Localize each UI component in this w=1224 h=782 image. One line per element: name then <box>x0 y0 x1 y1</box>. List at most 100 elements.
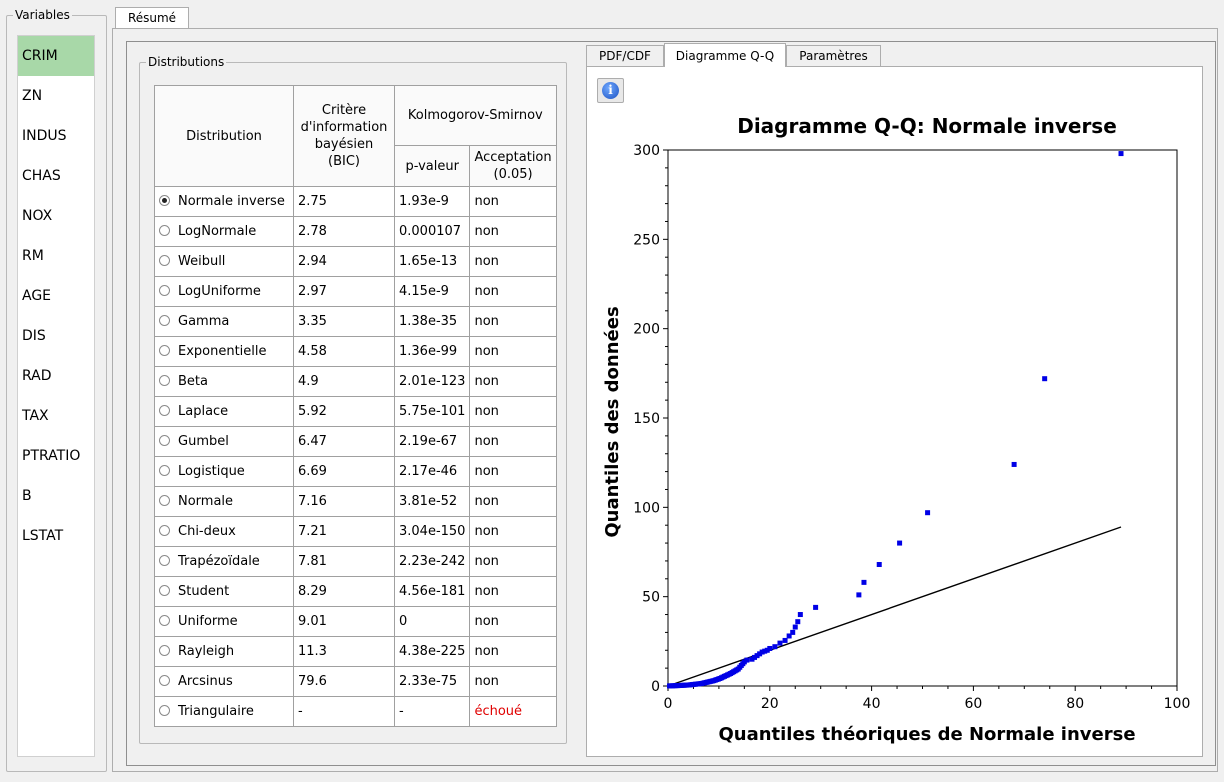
radio-button[interactable] <box>159 675 170 686</box>
distribution-cell[interactable]: Gamma <box>154 306 294 337</box>
distribution-name: Gumbel <box>178 434 229 449</box>
distribution-row[interactable]: LogNormale 2.78 0.000107 non <box>154 216 557 247</box>
radio-button[interactable] <box>159 645 170 656</box>
x-tick-label: 20 <box>761 696 779 712</box>
distribution-row[interactable]: Logistique 6.69 2.17e-46 non <box>154 456 557 487</box>
distribution-row[interactable]: Trapézoïdale 7.81 2.23e-242 non <box>154 546 557 577</box>
distribution-cell[interactable]: Exponentielle <box>154 336 294 367</box>
variable-item[interactable]: DIS <box>22 328 46 344</box>
distribution-cell[interactable]: Normale <box>154 486 294 517</box>
acceptance-value: échoué <box>469 696 557 727</box>
variable-item[interactable]: TAX <box>22 408 49 424</box>
distribution-cell[interactable]: LogUniforme <box>154 276 294 307</box>
acceptance-value: non <box>469 516 557 547</box>
radio-button[interactable] <box>159 285 170 296</box>
variable-item[interactable]: CRIM <box>18 36 94 76</box>
pvalue-value: 1.93e-9 <box>393 186 471 217</box>
radio-button[interactable] <box>159 435 170 446</box>
distribution-row[interactable]: Gamma 3.35 1.38e-35 non <box>154 306 557 337</box>
distribution-cell[interactable]: Trapézoïdale <box>154 546 294 577</box>
header-acceptance[interactable]: Acceptation (0.05) <box>469 145 557 187</box>
distribution-cell[interactable]: Uniforme <box>154 606 294 637</box>
radio-button[interactable] <box>159 225 170 236</box>
radio-button[interactable] <box>159 585 170 596</box>
distribution-row[interactable]: Triangulaire - - échoué <box>154 696 557 727</box>
acceptance-value: non <box>469 576 557 607</box>
tab-resume[interactable]: Résumé <box>115 7 189 29</box>
distribution-cell[interactable]: Laplace <box>154 396 294 427</box>
distribution-row[interactable]: Beta 4.9 2.01e-123 non <box>154 366 557 397</box>
distribution-row[interactable]: Rayleigh 11.3 4.38e-225 non <box>154 636 557 667</box>
bic-value: 7.16 <box>293 486 395 517</box>
distribution-row[interactable]: Normale inverse 2.75 1.93e-9 non <box>154 186 557 217</box>
distribution-cell[interactable]: LogNormale <box>154 216 294 247</box>
variables-list[interactable]: CRIM ZN INDUS CHAS NOX RM AGE DIS RAD TAX PTRATIO B… <box>17 35 95 757</box>
distribution-cell[interactable]: Logistique <box>154 456 294 487</box>
radio-button[interactable] <box>159 345 170 356</box>
variable-item[interactable]: NOX <box>22 208 53 224</box>
distribution-name: Weibull <box>178 254 226 269</box>
radio-button[interactable] <box>159 255 170 266</box>
variable-item[interactable]: INDUS <box>22 128 67 144</box>
distribution-row[interactable]: Weibull 2.94 1.65e-13 non <box>154 246 557 277</box>
distribution-row[interactable]: Laplace 5.92 5.75e-101 non <box>154 396 557 427</box>
distribution-row[interactable]: Uniforme 9.01 0 non <box>154 606 557 637</box>
tab-pdf-cdf[interactable]: PDF/CDF <box>586 45 664 67</box>
distribution-row[interactable]: Exponentielle 4.58 1.36e-99 non <box>154 336 557 367</box>
distribution-row[interactable]: Student 8.29 4.56e-181 non <box>154 576 557 607</box>
pvalue-value: 5.75e-101 <box>393 396 471 427</box>
distribution-name: Rayleigh <box>178 644 235 659</box>
variable-item[interactable]: RAD <box>22 368 52 384</box>
y-tick-label: 0 <box>651 679 660 695</box>
radio-button[interactable] <box>159 315 170 326</box>
y-tick-label: 100 <box>633 500 660 516</box>
radio-button[interactable] <box>159 615 170 626</box>
pvalue-value: 1.65e-13 <box>393 246 471 277</box>
tab-qq-diagram[interactable]: Diagramme Q-Q <box>664 43 786 67</box>
variable-item[interactable]: CHAS <box>22 168 61 184</box>
data-point <box>795 619 801 625</box>
tab-parameters[interactable]: Paramètres <box>786 45 881 67</box>
distribution-cell[interactable]: Beta <box>154 366 294 397</box>
radio-button[interactable] <box>159 525 170 536</box>
distribution-cell[interactable]: Triangulaire <box>154 696 294 727</box>
distribution-cell[interactable]: Gumbel <box>154 426 294 457</box>
info-button[interactable]: i <box>597 78 624 103</box>
header-bic[interactable]: Critère d'information bayésien (BIC) <box>293 85 395 187</box>
variable-item[interactable]: ZN <box>22 88 43 104</box>
distributions-table: Distribution Critère d'information bayés… <box>154 85 557 727</box>
radio-button[interactable] <box>159 555 170 566</box>
distribution-cell[interactable]: Rayleigh <box>154 636 294 667</box>
distribution-cell[interactable]: Arcsinus <box>154 666 294 697</box>
header-pvalue[interactable]: p-valeur <box>393 145 471 187</box>
bic-value: - <box>293 696 395 727</box>
radio-button[interactable] <box>159 405 170 416</box>
distribution-row[interactable]: Normale 7.16 3.81e-52 non <box>154 486 557 517</box>
radio-button[interactable] <box>159 705 170 716</box>
acceptance-value: non <box>469 246 557 277</box>
data-point <box>813 604 819 610</box>
distribution-cell[interactable]: Normale inverse <box>154 186 294 217</box>
variable-item[interactable]: RM <box>22 248 44 264</box>
radio-button[interactable] <box>159 495 170 506</box>
distribution-row[interactable]: Arcsinus 79.6 2.33e-75 non <box>154 666 557 697</box>
distribution-cell[interactable]: Weibull <box>154 246 294 277</box>
acceptance-value: non <box>469 216 557 247</box>
distribution-cell[interactable]: Student <box>154 576 294 607</box>
data-point <box>757 651 763 657</box>
radio-button[interactable] <box>159 465 170 476</box>
variable-item[interactable]: PTRATIO <box>22 448 81 464</box>
header-distribution[interactable]: Distribution <box>154 85 294 187</box>
variable-item[interactable]: B <box>22 488 32 504</box>
distribution-cell[interactable]: Chi-deux <box>154 516 294 547</box>
acceptance-value: non <box>469 276 557 307</box>
distribution-row[interactable]: LogUniforme 2.97 4.15e-9 non <box>154 276 557 307</box>
radio-button[interactable] <box>159 195 170 206</box>
variable-item[interactable]: LSTAT <box>22 528 64 544</box>
distribution-name: Uniforme <box>178 614 238 629</box>
radio-button[interactable] <box>159 375 170 386</box>
distribution-row[interactable]: Chi-deux 7.21 3.04e-150 non <box>154 516 557 547</box>
distribution-row[interactable]: Gumbel 6.47 2.19e-67 non <box>154 426 557 457</box>
variable-item[interactable]: AGE <box>22 288 52 304</box>
data-point <box>762 648 768 654</box>
